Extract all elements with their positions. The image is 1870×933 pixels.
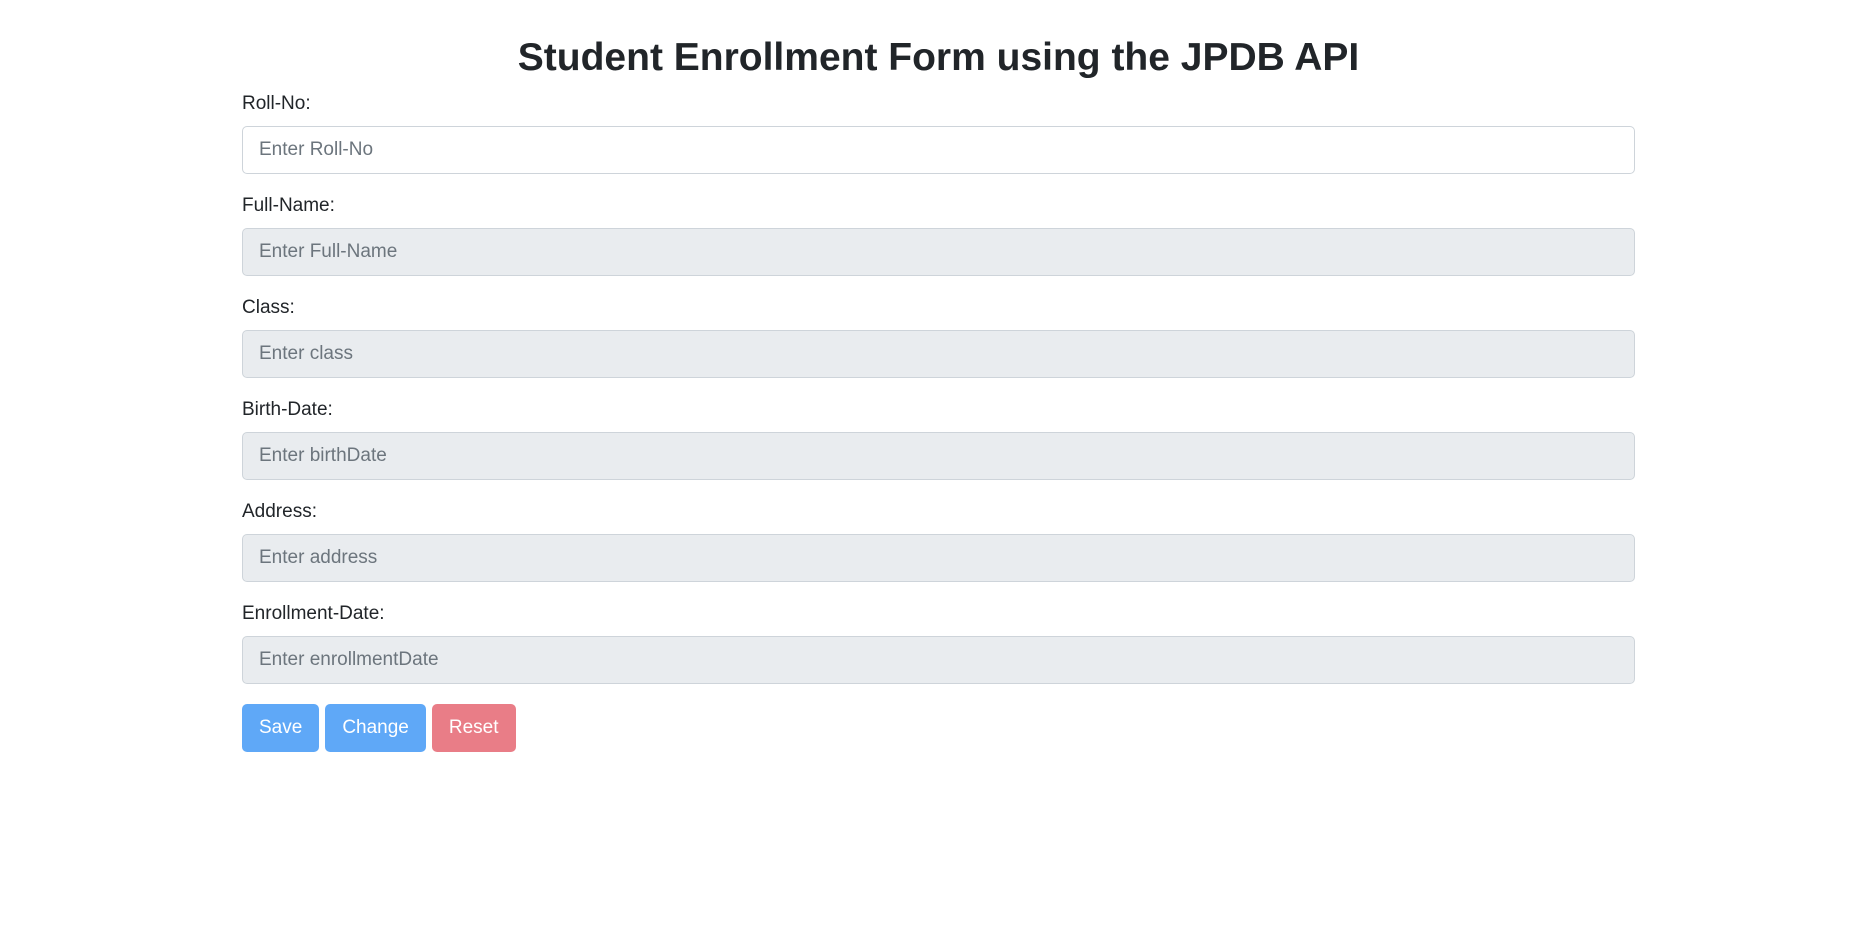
class-label: Class:: [242, 297, 295, 318]
change-button[interactable]: Change: [325, 704, 426, 752]
birth-date-input[interactable]: [242, 432, 1635, 480]
roll-no-field: Roll-No:: [242, 92, 1635, 188]
full-name-input[interactable]: [242, 228, 1635, 276]
full-name-field: Full-Name:: [242, 194, 1635, 290]
address-input[interactable]: [242, 534, 1635, 582]
birth-date-label: Birth-Date:: [242, 399, 333, 420]
save-button[interactable]: Save: [242, 704, 320, 752]
address-label: Address:: [242, 501, 317, 522]
enrollment-date-input[interactable]: [242, 636, 1635, 684]
class-field: Class:: [242, 296, 1635, 392]
enrollment-form: Roll-No: Full-Name: Class: Birth-Date: A…: [242, 92, 1635, 752]
roll-no-label: Roll-No:: [242, 93, 311, 114]
page-title: Student Enrollment Form using the JPDB A…: [517, 36, 1360, 79]
class-input[interactable]: [242, 330, 1635, 378]
reset-button[interactable]: Reset: [431, 704, 516, 752]
enrollment-date-label: Enrollment-Date:: [242, 603, 385, 624]
full-name-label: Full-Name:: [242, 195, 335, 216]
roll-no-input[interactable]: [242, 126, 1635, 174]
enrollment-date-field: Enrollment-Date:: [242, 602, 1635, 698]
address-field: Address:: [242, 500, 1635, 596]
form-actions: Save Change Reset: [242, 704, 1635, 752]
birth-date-field: Birth-Date:: [242, 398, 1635, 494]
enrollment-form-container: Student Enrollment Form using the JPDB A…: [242, 0, 1635, 752]
